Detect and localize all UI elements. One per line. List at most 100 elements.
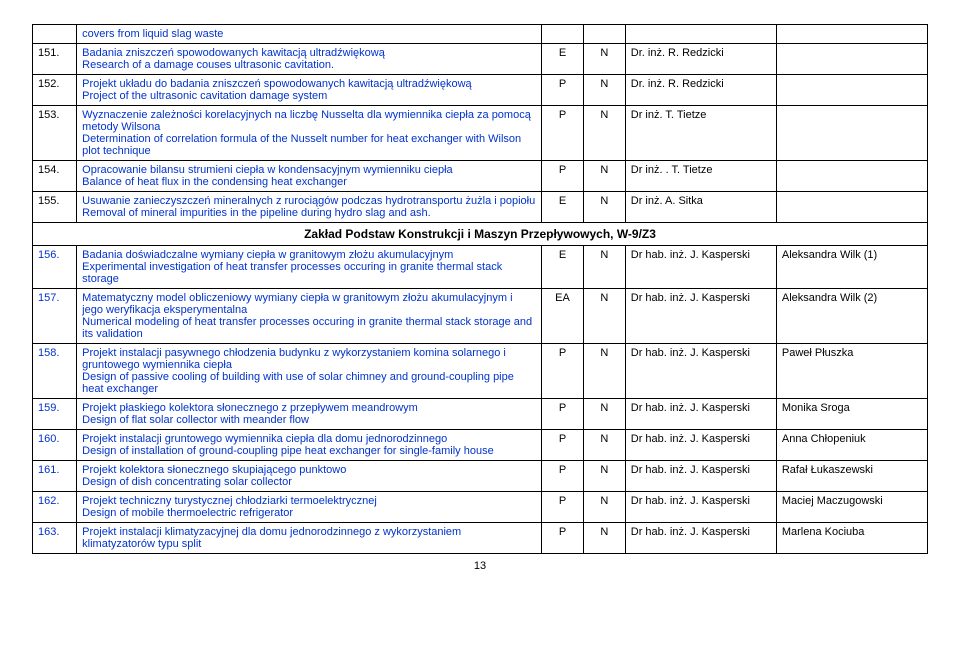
row-number: 151. [33,44,77,75]
row-col-status: N [583,192,625,223]
row-description: Usuwanie zanieczyszczeń mineralnych z ru… [77,192,542,223]
row-supervisor: Dr inż. . T. Tietze [625,161,776,192]
row-number: 155. [33,192,77,223]
row-supervisor: Dr hab. inż. J. Kasperski [625,430,776,461]
table-row: 155.Usuwanie zanieczyszczeń mineralnych … [33,192,928,223]
row-number: 154. [33,161,77,192]
row-col-type: P [542,430,584,461]
table-row: 156.Badania doświadczalne wymiany ciepła… [33,246,928,289]
row-student [776,106,927,161]
row-col-status: N [583,246,625,289]
row-supervisor [625,25,776,44]
row-supervisor: Dr hab. inż. J. Kasperski [625,246,776,289]
row-student [776,25,927,44]
row-col-status [583,25,625,44]
row-description: Projekt płaskiego kolektora słonecznego … [77,399,542,430]
row-supervisor: Dr inż. A. Sitka [625,192,776,223]
row-student: Aleksandra Wilk (1) [776,246,927,289]
row-supervisor: Dr hab. inż. J. Kasperski [625,344,776,399]
table-row: 157.Matematyczny model obliczeniowy wymi… [33,289,928,344]
row-description: Projekt kolektora słonecznego skupiające… [77,461,542,492]
row-number: 160. [33,430,77,461]
thesis-table: covers from liquid slag waste151.Badania… [32,24,928,554]
row-student: Aleksandra Wilk (2) [776,289,927,344]
row-col-status: N [583,461,625,492]
row-student [776,75,927,106]
row-description: Wyznaczenie zależności korelacyjnych na … [77,106,542,161]
row-student [776,192,927,223]
row-description: covers from liquid slag waste [77,25,542,44]
row-description: Projekt instalacji klimatyzacyjnej dla d… [77,523,542,554]
row-number: 156. [33,246,77,289]
page-number: 13 [32,560,928,572]
row-description: Badania doświadczalne wymiany ciepła w g… [77,246,542,289]
table-row: 151.Badania zniszczeń spowodowanych kawi… [33,44,928,75]
section-header-row: Zakład Podstaw Konstrukcji i Maszyn Prze… [33,223,928,246]
row-col-status: N [583,430,625,461]
row-student: Monika Sroga [776,399,927,430]
row-col-type: P [542,523,584,554]
row-number [33,25,77,44]
table-row: 162.Projekt techniczny turystycznej chło… [33,492,928,523]
row-col-status: N [583,75,625,106]
row-supervisor: Dr hab. inż. J. Kasperski [625,399,776,430]
row-description: Projekt instalacji gruntowego wymiennika… [77,430,542,461]
row-supervisor: Dr hab. inż. J. Kasperski [625,492,776,523]
table-row: 153.Wyznaczenie zależności korelacyjnych… [33,106,928,161]
table-row: covers from liquid slag waste [33,25,928,44]
table-row: 152.Projekt układu do badania zniszczeń … [33,75,928,106]
row-description: Projekt układu do badania zniszczeń spow… [77,75,542,106]
row-description: Projekt techniczny turystycznej chłodzia… [77,492,542,523]
row-col-status: N [583,44,625,75]
row-description: Opracowanie bilansu strumieni ciepła w k… [77,161,542,192]
row-number: 153. [33,106,77,161]
row-supervisor: Dr hab. inż. J. Kasperski [625,523,776,554]
row-col-status: N [583,161,625,192]
table-row: 159.Projekt płaskiego kolektora słoneczn… [33,399,928,430]
row-supervisor: Dr. inż. R. Redzicki [625,75,776,106]
row-number: 152. [33,75,77,106]
row-description: Projekt instalacji pasywnego chłodzenia … [77,344,542,399]
row-description: Matematyczny model obliczeniowy wymiany … [77,289,542,344]
row-student: Rafał Łukaszewski [776,461,927,492]
row-col-type: E [542,192,584,223]
row-col-status: N [583,399,625,430]
row-col-status: N [583,492,625,523]
row-col-type: P [542,492,584,523]
row-student [776,161,927,192]
row-col-type: P [542,75,584,106]
table-row: 163.Projekt instalacji klimatyzacyjnej d… [33,523,928,554]
row-description: Badania zniszczeń spowodowanych kawitacj… [77,44,542,75]
row-col-type: P [542,161,584,192]
table-row: 160.Projekt instalacji gruntowego wymien… [33,430,928,461]
row-student [776,44,927,75]
section-header: Zakład Podstaw Konstrukcji i Maszyn Prze… [33,223,928,246]
row-col-type: P [542,106,584,161]
row-number: 158. [33,344,77,399]
row-student: Paweł Płuszka [776,344,927,399]
row-number: 157. [33,289,77,344]
row-col-type: P [542,344,584,399]
row-number: 162. [33,492,77,523]
row-number: 163. [33,523,77,554]
row-supervisor: Dr inż. T. Tietze [625,106,776,161]
row-student: Marlena Kociuba [776,523,927,554]
row-col-status: N [583,344,625,399]
row-supervisor: Dr hab. inż. J. Kasperski [625,461,776,492]
row-col-type: P [542,399,584,430]
row-col-status: N [583,523,625,554]
row-col-type: EA [542,289,584,344]
table-row: 158.Projekt instalacji pasywnego chłodze… [33,344,928,399]
table-row: 154.Opracowanie bilansu strumieni ciepła… [33,161,928,192]
row-student: Maciej Maczugowski [776,492,927,523]
row-student: Anna Chłopeniuk [776,430,927,461]
row-number: 161. [33,461,77,492]
row-col-type: E [542,246,584,289]
table-row: 161.Projekt kolektora słonecznego skupia… [33,461,928,492]
row-supervisor: Dr. inż. R. Redzicki [625,44,776,75]
row-col-type: E [542,44,584,75]
row-supervisor: Dr hab. inż. J. Kasperski [625,289,776,344]
row-col-type [542,25,584,44]
row-number: 159. [33,399,77,430]
row-col-status: N [583,106,625,161]
